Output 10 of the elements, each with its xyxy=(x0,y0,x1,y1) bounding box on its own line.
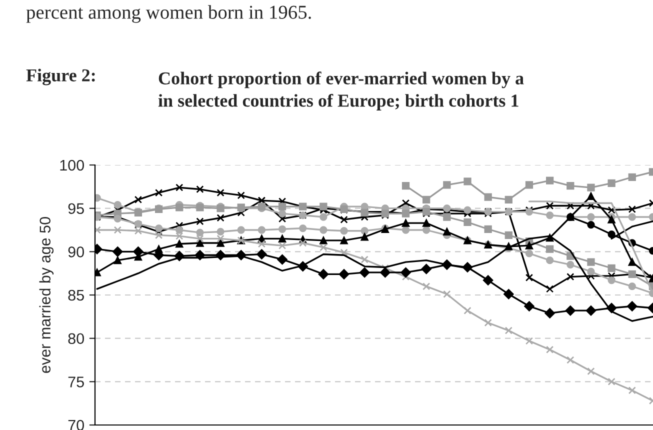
y-tick-label: 85 xyxy=(68,290,84,301)
y-tick-label: 80 xyxy=(68,333,84,344)
text: percent among women born in 1965. xyxy=(26,5,311,23)
chart-title: Cohort proportion of ever-married women by a in selected countries of Europe; birth cohorts 1 xyxy=(158,72,524,110)
y-tick-label: 100 xyxy=(60,160,84,171)
caption: Figure 2: xyxy=(26,68,95,86)
y-tick-label: 75 xyxy=(68,376,84,388)
y-tick-label: 90 xyxy=(68,246,84,258)
y-axis-title: ever married by age 50 xyxy=(39,217,54,373)
y-tick-label: 95 xyxy=(68,203,84,214)
